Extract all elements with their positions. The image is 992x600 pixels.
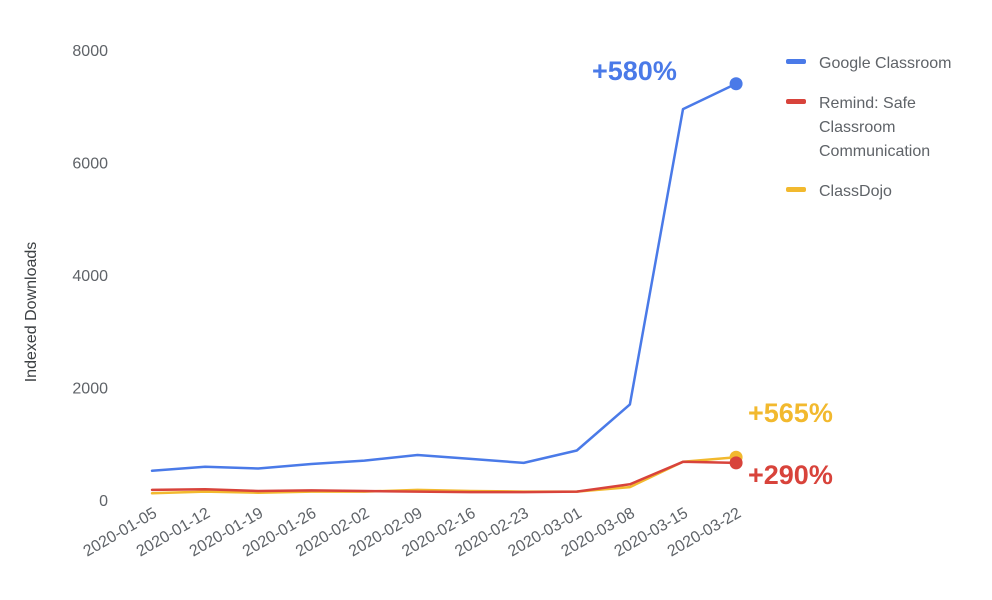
legend-item-classdojo[interactable]: ClassDojo [786, 183, 892, 200]
annotation-label: +290% [748, 460, 833, 490]
x-axis: 2020-01-052020-01-122020-01-192020-01-26… [81, 505, 745, 561]
annotation-label: +580% [592, 56, 677, 86]
y-tick-label: 8000 [72, 43, 108, 60]
legend: Google Classroom Remind: Safe Classroom … [786, 55, 952, 200]
series-end-point-remind-safe-classroom-communication [729, 456, 743, 470]
y-tick-label: 6000 [72, 156, 108, 173]
legend-label-classdojo: ClassDojo [819, 183, 892, 200]
legend-swatch-remind [786, 99, 806, 104]
legend-label-remind-line1: Remind: Safe [819, 95, 916, 112]
legend-item-remind[interactable]: Remind: Safe Classroom Communication [786, 95, 930, 160]
legend-label-remind-line2: Classroom [819, 119, 895, 136]
legend-label-google-classroom: Google Classroom [819, 55, 952, 72]
annotation-label: +565% [748, 398, 833, 428]
legend-swatch-classdojo [786, 187, 806, 192]
legend-swatch-google-classroom [786, 59, 806, 64]
series-line-classdojo [150, 456, 738, 495]
y-axis: 0 2000 4000 6000 8000 [72, 43, 108, 510]
series-line-google-classroom [150, 82, 738, 473]
y-tick-label: 0 [99, 493, 108, 510]
series-line-remind-safe-classroom-communication [150, 460, 738, 494]
series-end-point-google-classroom [729, 77, 743, 91]
series-annotations: +580% +290% +565% [592, 56, 833, 490]
series-lines [150, 77, 743, 495]
y-tick-label: 2000 [72, 381, 108, 398]
y-tick-label: 4000 [72, 268, 108, 285]
legend-label-remind-line3: Communication [819, 143, 930, 160]
legend-item-google-classroom[interactable]: Google Classroom [786, 55, 952, 72]
y-axis-label: Indexed Downloads [23, 242, 40, 383]
